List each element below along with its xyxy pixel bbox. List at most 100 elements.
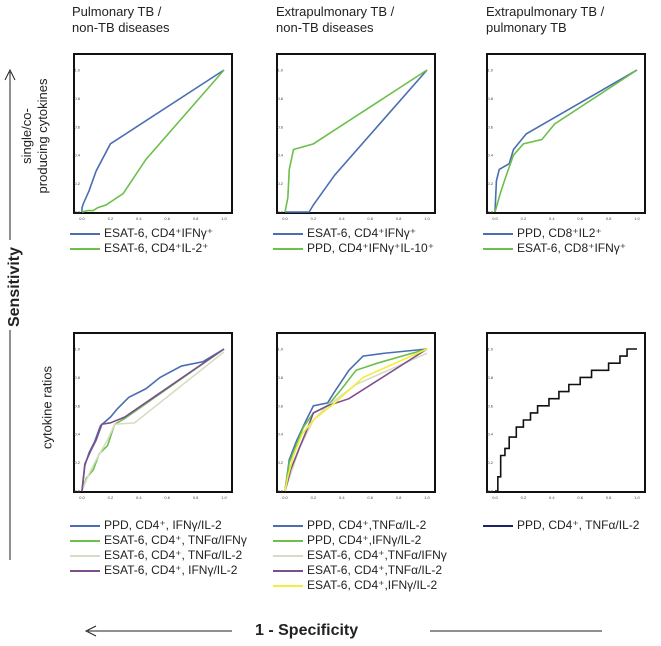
y-tick-label: 0.2 — [74, 181, 80, 186]
column-title-2: Extrapulmonary TB / non-TB diseases — [276, 4, 395, 35]
roc-curve-2 — [81, 69, 225, 213]
x-tick-label: 0.0 — [492, 495, 498, 500]
legend-swatch — [70, 524, 100, 527]
x-tick-label: 0.4 — [136, 216, 142, 221]
legend-3: PPD, CD8⁺IL2⁺ ESAT-6, CD8⁺IFNγ⁺ — [483, 226, 626, 256]
plot-frame — [73, 332, 233, 493]
x-tick-label: 0.8 — [606, 216, 612, 221]
legend-5: PPD, CD4⁺,TNFα/IL-2 PPD, CD4⁺,IFNγ/IL-2 ES… — [273, 518, 447, 593]
x-tick-label: 0.2 — [311, 216, 317, 221]
legend-swatch — [273, 232, 303, 235]
roc-curve-1 — [81, 69, 225, 212]
legend-swatch — [70, 247, 100, 250]
x-axis-label: 1 - Specificity — [255, 622, 359, 639]
x-tick-label: 0.0 — [282, 216, 288, 221]
y-tick-label: 0.6 — [277, 403, 283, 408]
row-label-bottom: cytokine ratios — [39, 365, 55, 450]
legend-label: ESAT-6, CD4⁺,TNFα/IFNγ — [307, 548, 447, 562]
legend-swatch — [70, 569, 100, 572]
legend-item: ESAT-6, CD4⁺IFNγ⁺ — [70, 226, 213, 241]
x-tick-label: 0.8 — [193, 216, 199, 221]
legend-label: ESAT-6, CD4⁺IFNγ⁺ — [307, 226, 417, 240]
x-tick-label: 0.2 — [521, 495, 527, 500]
plot-frame — [276, 53, 436, 214]
legend-item: ESAT-6, CD4⁺IFNγ⁺ — [273, 226, 434, 241]
roc-curve-1 — [81, 348, 225, 492]
legend-label: ESAT-6, CD4⁺, IFNγ/IL-2 — [104, 563, 238, 577]
roc-curve-5 — [284, 348, 428, 492]
y-tick-label: 0.2 — [277, 181, 283, 186]
y-tick-label: 0.0 — [487, 489, 493, 494]
y-tick-label: 1.0 — [277, 347, 283, 352]
x-tick-label: 0.2 — [108, 216, 114, 221]
roc-panel-1: 0.00.0 0.2 0.2 0.4 0.4 0.6 0.6 0.8 0.8 1.0 1.0 — [73, 53, 233, 221]
roc-panel-6: 0.00.0 0.2 0.2 0.4 0.4 0.6 0.6 0.8 0.8 1.0 1.0 — [486, 332, 646, 500]
legend-item: ESAT-6, CD4⁺,TNFα/IL-2 — [273, 563, 447, 578]
roc-panel-2: 0.00.0 0.2 0.2 0.4 0.4 0.6 0.6 0.8 0.8 1.0 1.0 — [276, 53, 436, 221]
x-tick-label: 0.4 — [549, 216, 555, 221]
roc-curve-2 — [494, 69, 638, 213]
legend-item: ESAT-6, CD4⁺, TNFα/IFNγ — [70, 533, 247, 548]
x-tick-label: 0.0 — [282, 495, 288, 500]
y-tick-label: 0.4 — [487, 432, 493, 437]
roc-curve-1 — [495, 348, 637, 492]
y-tick-label: 0.0 — [74, 489, 80, 494]
legend-item: ESAT-6, CD4⁺, TNFα/IL-2 — [70, 548, 247, 563]
y-tick-label: 0.0 — [277, 210, 283, 215]
x-tick-label: 0.6 — [164, 495, 170, 500]
y-tick-label: 0.4 — [74, 153, 80, 158]
x-tick-label: 0.4 — [339, 495, 345, 500]
x-tick-label: 0.6 — [367, 216, 373, 221]
roc-curve-1 — [494, 69, 638, 213]
x-tick-label: 1.0 — [634, 495, 640, 500]
y-tick-label: 1.0 — [74, 68, 80, 73]
x-tick-label: 0.6 — [577, 216, 583, 221]
y-tick-label: 0.2 — [277, 460, 283, 465]
plot-frame — [73, 53, 233, 214]
legend-swatch — [70, 232, 100, 235]
y-tick-label: 0.4 — [277, 153, 283, 158]
legend-swatch — [273, 569, 303, 572]
column-title-3: Extrapulmonary TB / pulmonary TB — [486, 4, 605, 35]
x-tick-label: 1.0 — [221, 495, 227, 500]
y-tick-label: 0.6 — [277, 124, 283, 129]
x-tick-label: 0.2 — [311, 495, 317, 500]
roc-curve-2 — [81, 348, 225, 492]
y-axis-label: Sensitivity — [6, 246, 23, 328]
plot-frame — [486, 53, 646, 214]
legend-swatch — [273, 539, 303, 542]
legend-swatch — [483, 232, 513, 235]
legend-label: PPD, CD4⁺,TNFα/IL-2 — [307, 518, 427, 532]
legend-label: ESAT-6, CD8⁺IFNγ⁺ — [517, 241, 627, 255]
legend-item: ESAT-6, CD4⁺,IFNγ/IL-2 — [273, 578, 447, 593]
x-tick-label: 0.4 — [339, 216, 345, 221]
y-tick-label: 0.2 — [74, 460, 80, 465]
y-tick-label: 0.0 — [277, 489, 283, 494]
legend-1: ESAT-6, CD4⁺IFNγ⁺ ESAT-6, CD4⁺IL-2⁺ — [70, 226, 213, 256]
legend-label: ESAT-6, CD4⁺,IFNγ/IL-2 — [307, 578, 438, 592]
plot-frame — [486, 332, 646, 493]
y-tick-label: 0.8 — [487, 375, 493, 380]
legend-4: PPD, CD4⁺, IFNγ/IL-2 ESAT-6, CD4⁺, TNFα/I… — [70, 518, 247, 578]
legend-item: PPD, CD4⁺IFNγ⁺IL-10⁺ — [273, 241, 434, 256]
legend-item: ESAT-6, CD8⁺IFNγ⁺ — [483, 241, 626, 256]
x-tick-label: 0.8 — [396, 216, 402, 221]
x-tick-label: 0.2 — [108, 495, 114, 500]
roc-curve-4 — [284, 348, 428, 492]
legend-label: PPD, CD4⁺,IFNγ/IL-2 — [307, 533, 422, 547]
y-tick-label: 1.0 — [487, 347, 493, 352]
legend-label: PPD, CD4⁺IFNγ⁺IL-10⁺ — [307, 241, 435, 255]
y-tick-label: 0.6 — [74, 403, 80, 408]
legend-label: PPD, CD4⁺, IFNγ/IL-2 — [104, 518, 222, 532]
x-tick-label: 0.4 — [549, 495, 555, 500]
y-tick-label: 0.0 — [74, 210, 80, 215]
x-tick-label: 0.0 — [79, 495, 85, 500]
x-tick-label: 0.6 — [577, 495, 583, 500]
legend-item: PPD, CD4⁺,IFNγ/IL-2 — [273, 533, 447, 548]
y-tick-label: 0.2 — [487, 460, 493, 465]
legend-2: ESAT-6, CD4⁺IFNγ⁺ PPD, CD4⁺IFNγ⁺IL-10⁺ — [273, 226, 434, 256]
x-tick-label: 1.0 — [634, 216, 640, 221]
legend-swatch — [273, 584, 303, 587]
legend-label: ESAT-6, CD4⁺IFNγ⁺ — [104, 226, 214, 240]
legend-item: PPD, CD4⁺, IFNγ/IL-2 — [70, 518, 247, 533]
